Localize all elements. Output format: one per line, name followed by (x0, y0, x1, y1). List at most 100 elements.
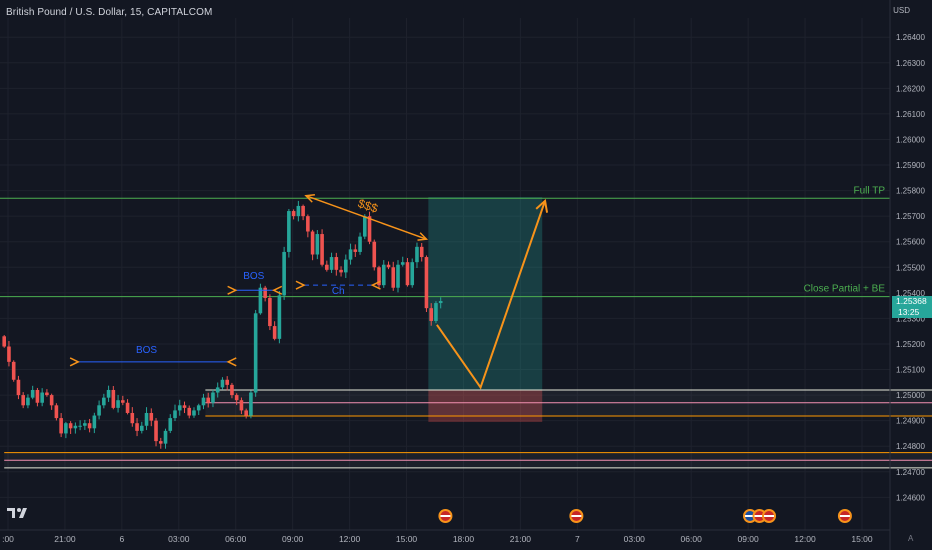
last-price-value: 1.25368 (896, 296, 927, 306)
candle-body (258, 287, 263, 314)
candle-body (377, 267, 381, 286)
candle-body (97, 405, 101, 416)
candle-body (244, 410, 248, 416)
candle-body (230, 384, 234, 396)
uk-flag-icon[interactable] (569, 509, 584, 523)
bos-arrow-left-1 (69, 357, 80, 367)
time-tick-label: 18:00 (453, 534, 475, 544)
price-tick-label: 1.25300 (896, 314, 925, 323)
candle-body (144, 412, 149, 426)
choch-arrow-right (370, 280, 381, 290)
candle-body (429, 308, 434, 321)
candle-body (59, 418, 63, 434)
candle-body (344, 259, 348, 273)
candle-body (154, 420, 158, 442)
candle-body (7, 346, 11, 362)
currency-label: USD (893, 6, 910, 15)
candle-body (282, 251, 286, 296)
candle-body (45, 392, 49, 396)
event-icon-stripe (754, 515, 765, 517)
candle-body (410, 262, 415, 286)
time-tick-label: 21:00 (510, 534, 532, 544)
candle-body (192, 410, 196, 416)
time-tick-label: 06:00 (681, 534, 703, 544)
price-tick-label: 1.24600 (896, 493, 925, 502)
candle-body (11, 361, 16, 380)
projection-arrowhead (535, 198, 549, 213)
candle-body (35, 389, 40, 403)
price-tick-label: 1.24700 (896, 468, 925, 477)
candle-body (348, 249, 353, 260)
annotation-label: $$$ (356, 196, 380, 216)
candle-body (253, 313, 258, 393)
candle-body (49, 395, 54, 406)
candle-body (277, 295, 282, 339)
candle-body (320, 234, 324, 265)
us-flag-icon[interactable] (762, 509, 777, 523)
candle-body (102, 397, 106, 406)
price-tick-label: 1.25900 (896, 161, 925, 170)
candle-body (339, 269, 343, 273)
candle-body (415, 246, 419, 263)
time-tick-label: 6 (119, 534, 124, 544)
last-price-countdown: 13:25 (898, 307, 920, 317)
candle-body (130, 412, 135, 424)
price-axis[interactable]: 1.26400 1.26300 1.26200 1.26100 1.26000 1.259… (889, 0, 925, 550)
tradingview-logo-icon[interactable] (6, 506, 34, 520)
candle-body (329, 257, 334, 270)
uk-flag-icon[interactable] (438, 509, 453, 523)
price-tick-label: 1.26200 (896, 84, 925, 93)
stop-loss-zone (428, 389, 543, 422)
candle-body (163, 430, 168, 444)
auto-scale-button[interactable]: A (908, 534, 914, 543)
grid-lines (0, 18, 890, 530)
candle-body (386, 264, 391, 268)
economic-events[interactable] (438, 509, 852, 523)
liquidity-arrowhead-right (417, 232, 429, 241)
candle-body (30, 389, 35, 398)
candle-body (405, 262, 410, 286)
time-axis[interactable]: :00 21:00 6 03:00 06:00 09:00 12:00 15:00 18:00 2… (0, 529, 890, 544)
candle-body (372, 241, 377, 268)
candle-body (400, 262, 405, 265)
candle-body (291, 211, 296, 217)
level-label: Full TP (854, 185, 886, 196)
price-tick-label: 1.24900 (896, 417, 925, 426)
candle-body (206, 397, 211, 403)
time-tick-label: 12:00 (794, 534, 816, 544)
price-tick-label: 1.26400 (896, 33, 925, 42)
candle-body (396, 264, 400, 288)
candle-body (301, 205, 305, 217)
candle-body (268, 297, 272, 327)
candle-body (334, 257, 339, 270)
candle-body (263, 287, 267, 298)
candle-body (362, 216, 367, 237)
candle-body (391, 267, 396, 288)
candle-body (239, 400, 244, 411)
candle-body (358, 236, 362, 252)
us-flag-icon[interactable] (837, 509, 852, 523)
candle-body (158, 441, 163, 444)
candle-body (220, 379, 225, 388)
candlestick-series (2, 200, 443, 449)
price-tick-label: 1.26300 (896, 59, 925, 68)
event-icon-stripe (571, 515, 582, 517)
time-tick-label: 06:00 (225, 534, 247, 544)
candle-body (353, 249, 358, 252)
event-icon-stripe (440, 515, 451, 517)
candle-body (310, 231, 315, 255)
candle-body (438, 301, 443, 304)
candle-body (168, 418, 173, 431)
candle-body (287, 211, 291, 252)
candle-body (139, 425, 144, 431)
candle-body (306, 216, 310, 232)
candle-body (225, 379, 229, 385)
time-tick-label: 15:00 (396, 534, 418, 544)
candle-body (211, 392, 215, 403)
candle-body (26, 397, 30, 406)
price-tick-label: 1.25600 (896, 238, 925, 247)
horizontal-levels: 100.00%50.00%0.00%0.00%50.00%100.00%Full… (0, 185, 932, 469)
candle-body (121, 400, 125, 403)
price-tick-label: 1.26100 (896, 110, 925, 119)
